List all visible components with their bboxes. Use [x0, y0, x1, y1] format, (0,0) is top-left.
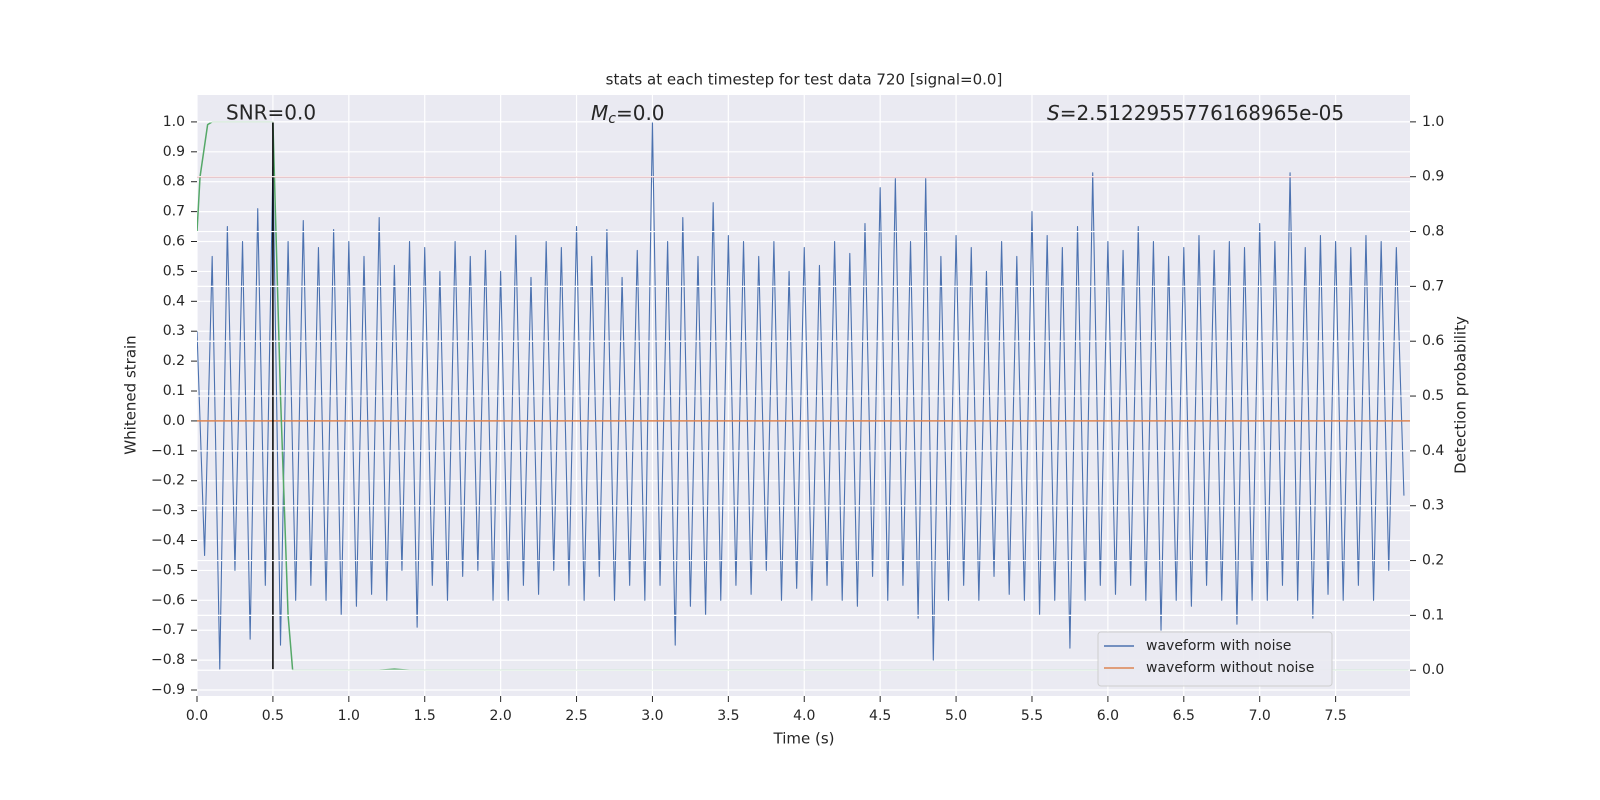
x-tick-label: 1.0 — [338, 708, 360, 724]
y-axis-label: Whitened strain — [122, 335, 140, 454]
y2-tick-label: 0.3 — [1422, 498, 1444, 514]
y-tick-label: −0.4 — [151, 533, 185, 549]
y2-axis-label: Detection probability — [1452, 316, 1470, 474]
annotation-symbol: S — [1047, 101, 1060, 125]
x-tick-label: 6.5 — [1173, 708, 1195, 724]
annotation-subscript: c — [608, 111, 616, 127]
x-tick-label: 5.5 — [1021, 708, 1043, 724]
x-tick-label: 4.5 — [869, 708, 891, 724]
annotation-text: =2.5122955776168965e-05 — [1060, 101, 1344, 125]
y-tick-label: 0.8 — [163, 174, 185, 190]
series-line — [197, 121, 1405, 670]
y-tick-label: 0.9 — [163, 144, 185, 160]
y-tick-label: −0.1 — [151, 443, 185, 459]
y-tick-label: −0.7 — [151, 622, 185, 638]
x-tick-label: 4.0 — [793, 708, 815, 724]
y-tick-label: 0.7 — [163, 204, 185, 220]
y2-tick-label: 0.2 — [1422, 553, 1444, 569]
y2-tick-label: 0.1 — [1422, 607, 1444, 623]
y-tick-label: 0.6 — [163, 234, 185, 250]
y-tick-label: −0.3 — [151, 503, 185, 519]
y2-tick-label: 0.4 — [1422, 443, 1444, 459]
y-tick-label: 0.5 — [163, 263, 185, 279]
y-tick-label: −0.5 — [151, 562, 185, 578]
x-tick-label: 2.5 — [565, 708, 587, 724]
y2-tick-label: 0.8 — [1422, 224, 1444, 240]
y2-tick-label: 1.0 — [1422, 114, 1444, 130]
y-tick-label: 0.0 — [163, 413, 185, 429]
y-tick-label: −0.8 — [151, 652, 185, 668]
y-tick-label: 0.2 — [163, 353, 185, 369]
legend-label: waveform without noise — [1146, 660, 1314, 676]
y-tick-label: 0.3 — [163, 323, 185, 339]
x-tick-label: 7.0 — [1249, 708, 1271, 724]
y-tick-label: −0.6 — [151, 592, 185, 608]
y-tick-label: 0.4 — [163, 293, 185, 309]
x-tick-label: 5.0 — [945, 708, 967, 724]
y-tick-label: 0.1 — [163, 383, 185, 399]
y2-tick-label: 0.5 — [1422, 388, 1444, 404]
y-tick-label: −0.9 — [151, 682, 185, 698]
x-tick-label: 1.5 — [414, 708, 436, 724]
y-tick-label: −0.2 — [151, 473, 185, 489]
x-tick-label: 0.5 — [262, 708, 284, 724]
y2-tick-label: 0.7 — [1422, 278, 1444, 294]
x-axis-label: Time (s) — [773, 730, 835, 748]
annotation-text: =0.0 — [616, 101, 665, 125]
annotation-symbol: M — [591, 101, 608, 125]
legend: waveform with noise waveform without nois… — [1097, 631, 1333, 687]
x-tick-label: 7.5 — [1324, 708, 1346, 724]
y2-tick-label: 0.9 — [1422, 169, 1444, 185]
legend-label: waveform with noise — [1146, 638, 1291, 654]
y2-tick-label: 0.0 — [1422, 662, 1444, 678]
x-tick-label: 3.5 — [717, 708, 739, 724]
y2-tick-label: 0.6 — [1422, 333, 1444, 349]
annotation: S=2.5122955776168965e-05 — [1047, 101, 1344, 125]
chart-title: stats at each timestep for test data 720… — [606, 71, 1003, 89]
annotation: SNR=0.0 — [226, 101, 316, 125]
x-tick-label: 3.0 — [641, 708, 663, 724]
annotation: Mc=0.0 — [591, 101, 665, 128]
x-tick-label: 2.0 — [489, 708, 511, 724]
y-tick-label: 1.0 — [163, 114, 185, 130]
x-tick-label: 0.0 — [186, 708, 208, 724]
legend-box — [1097, 631, 1333, 687]
x-tick-label: 6.0 — [1097, 708, 1119, 724]
